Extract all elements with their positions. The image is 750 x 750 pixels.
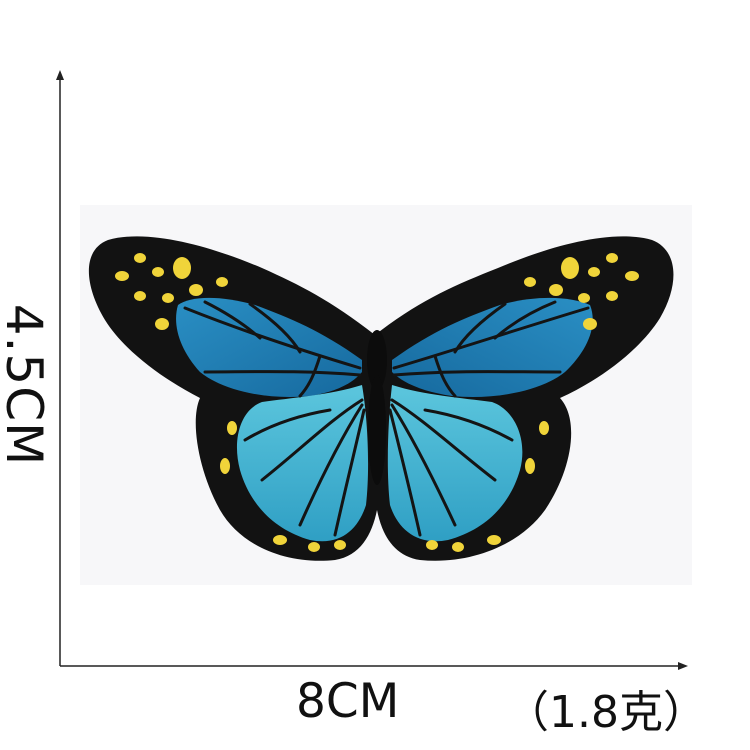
- wing-veins: [183, 300, 590, 537]
- right-hindwing: [387, 385, 523, 542]
- weight-label: （1.8克）: [505, 687, 707, 738]
- vertical-axis-arrow-icon: [56, 70, 64, 80]
- horizontal-axis-arrow-icon: [678, 662, 688, 670]
- height-dimension-label: 4.5CM: [0, 303, 53, 467]
- left-hindwing: [236, 385, 369, 542]
- wing-spots: [115, 253, 639, 552]
- butterfly-body: [367, 330, 387, 485]
- width-dimension-label: 8CM: [296, 674, 400, 729]
